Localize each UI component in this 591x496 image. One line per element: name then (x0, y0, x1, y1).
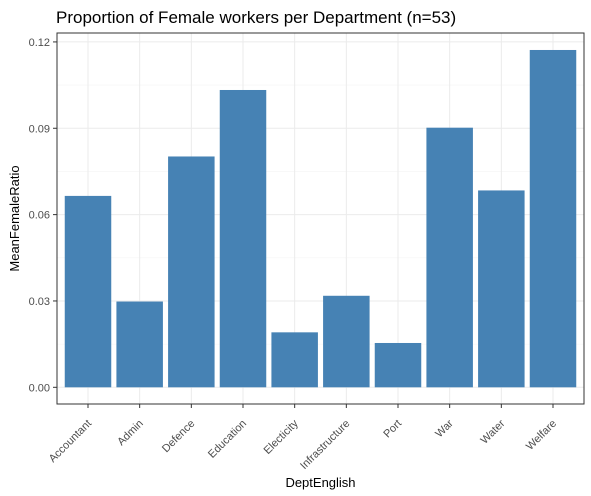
x-tick-label: Accountant (47, 418, 94, 465)
x-tick-label: Infrastructure (298, 418, 352, 472)
bar-defence (168, 156, 215, 388)
y-tick-label: 0.12 (29, 37, 50, 49)
bar-admin (116, 301, 163, 388)
bar-electicity (271, 332, 318, 388)
bars (64, 49, 577, 388)
chart-title: Proportion of Female workers per Departm… (56, 8, 456, 27)
bar-water (478, 190, 525, 388)
bar-infrastructure (323, 295, 370, 388)
x-axis-title: DeptEnglish (285, 475, 355, 490)
x-axis: Accountant Admin Defence Education Electicit… (47, 404, 559, 472)
y-tick-label: 0.09 (29, 123, 50, 135)
x-tick-label: War (433, 417, 456, 440)
y-axis: 0.00 0.03 0.06 0.09 0.12 (29, 37, 57, 394)
x-tick-label: Defence (160, 418, 197, 455)
x-tick-label: Education (206, 418, 249, 461)
x-tick-label: Welfare (524, 418, 559, 453)
y-tick-label: 0.00 (29, 382, 50, 394)
bar-war (426, 127, 473, 388)
x-tick-label: Admin (115, 418, 146, 449)
bar-accountant (64, 195, 112, 388)
x-tick-label: Electicity (262, 417, 302, 457)
panel-border (56, 32, 585, 405)
x-tick-label: Port (381, 418, 404, 441)
y-axis-title: MeanFemaleRatio (7, 165, 22, 271)
y-tick-label: 0.06 (29, 210, 50, 222)
bar-port (374, 342, 422, 388)
y-tick-label: 0.03 (29, 296, 50, 308)
bar-education (219, 89, 267, 388)
x-tick-label: Water (479, 417, 508, 446)
bar-welfare (529, 49, 577, 388)
